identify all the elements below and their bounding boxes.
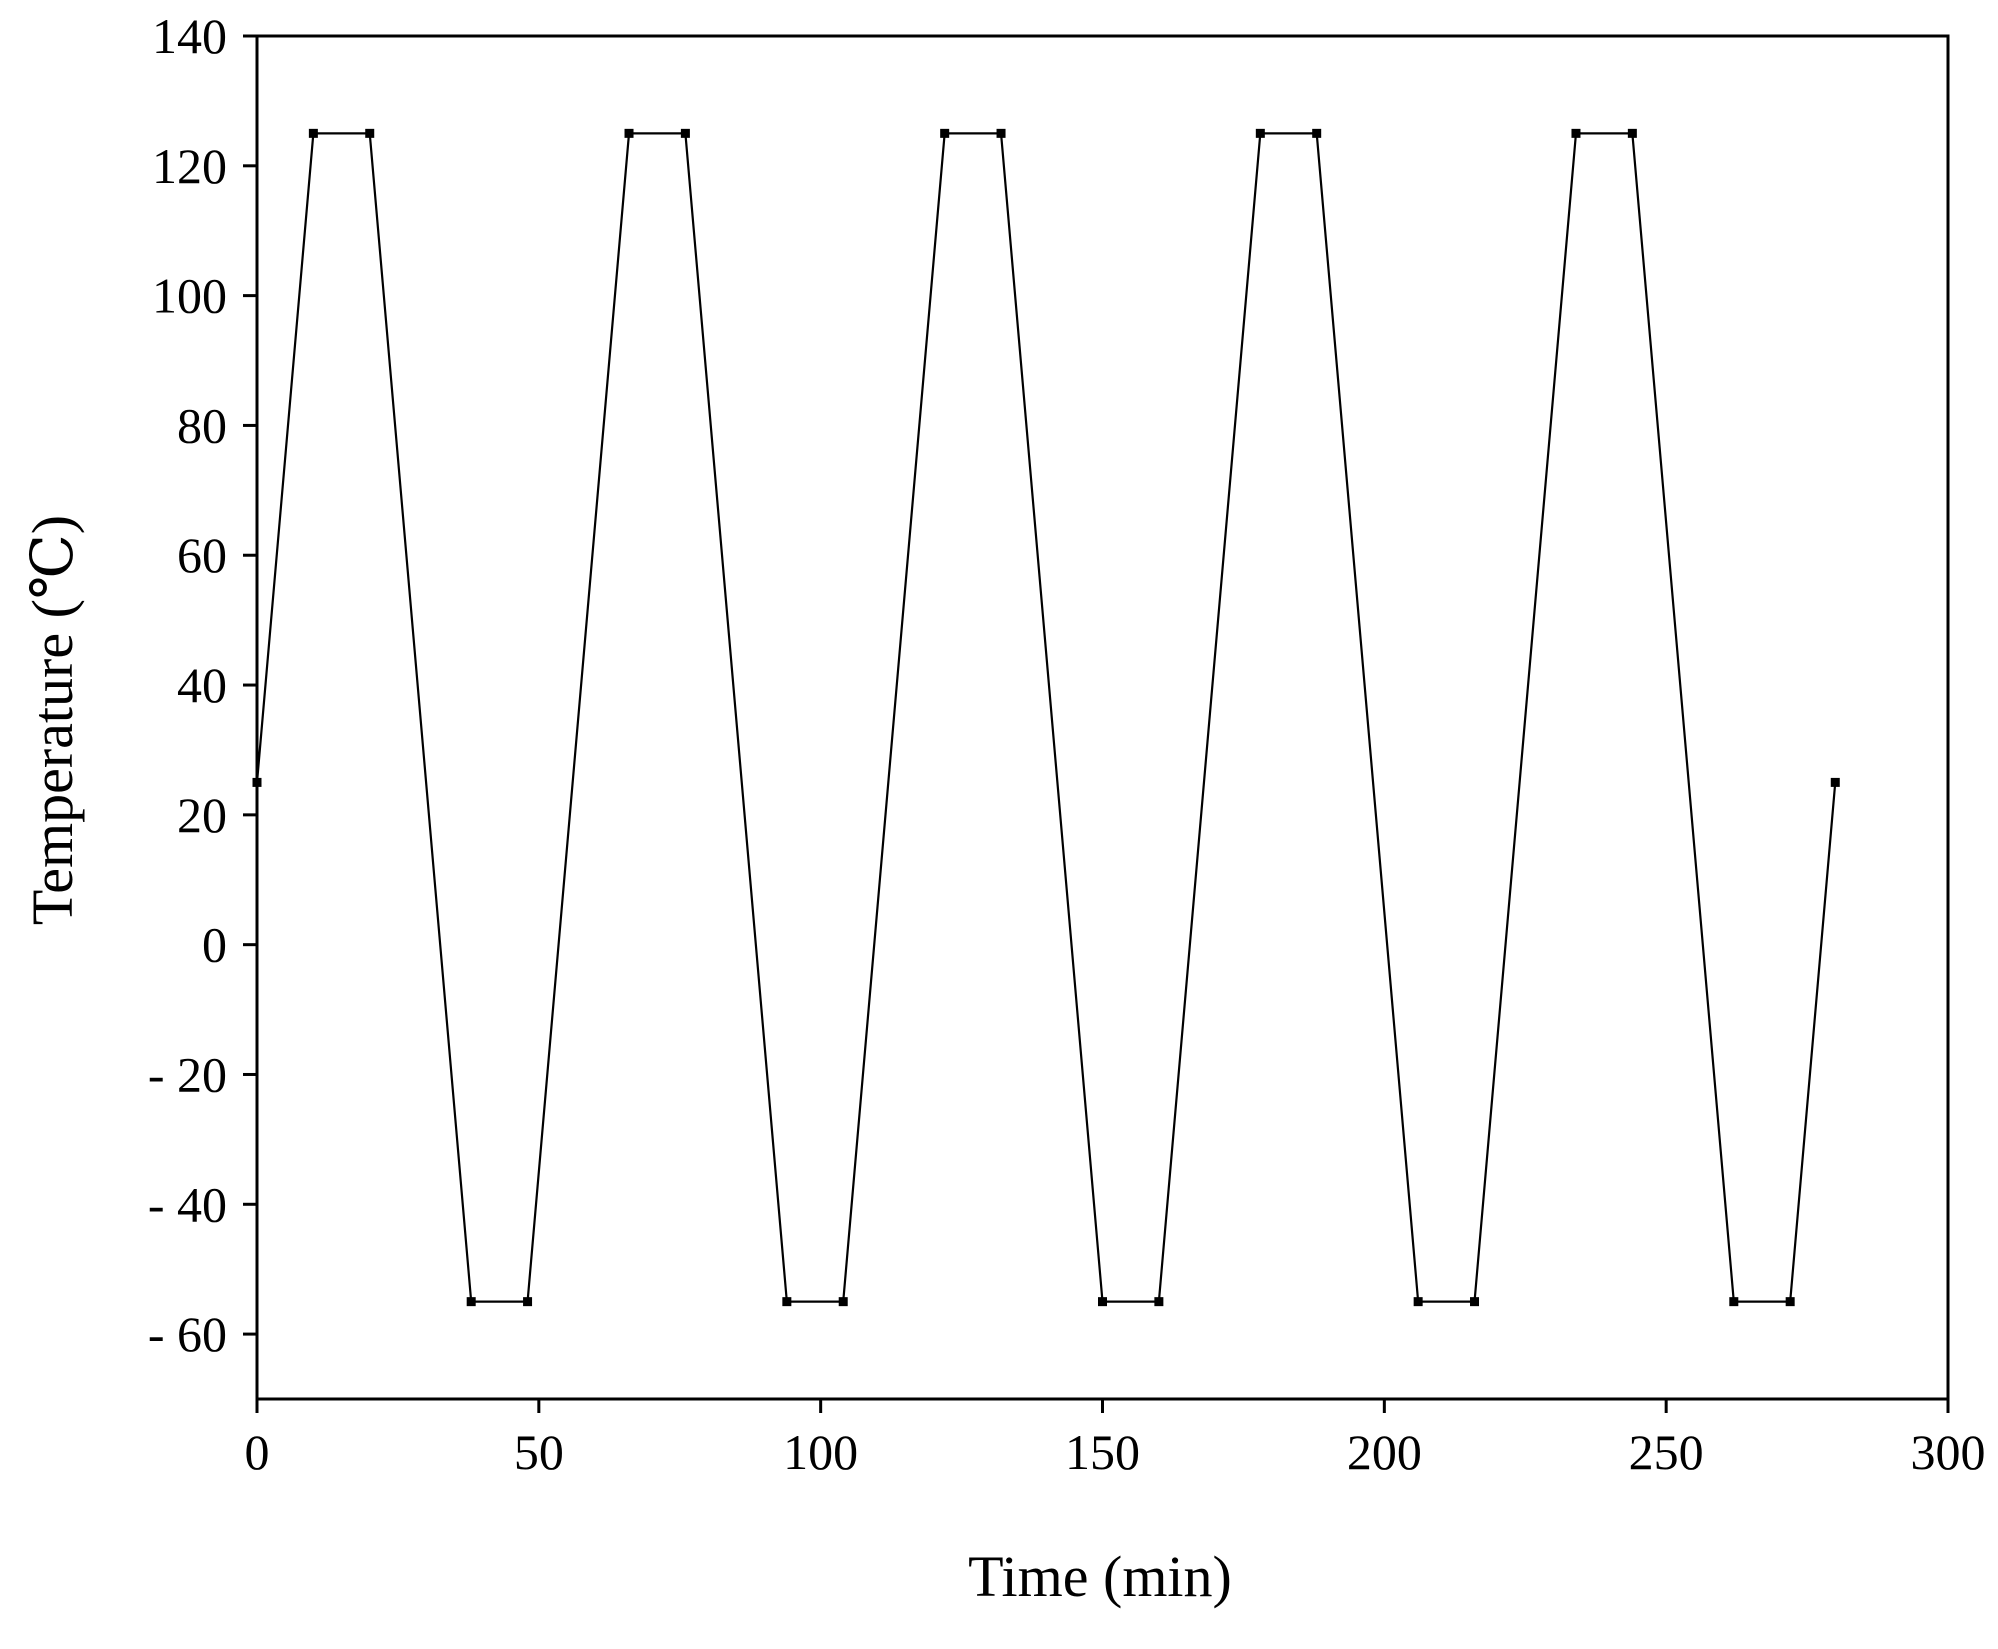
x-tick-label: 250: [1629, 1424, 1704, 1480]
data-point: [1154, 1297, 1164, 1307]
y-tick-label: - 60: [148, 1306, 227, 1362]
data-point: [1255, 128, 1265, 138]
data-point: [1571, 128, 1581, 138]
data-point: [782, 1297, 792, 1307]
x-tick-label: 0: [245, 1424, 270, 1480]
data-point: [1413, 1297, 1423, 1307]
plot-frame: [255, 34, 1950, 1401]
data-point: [466, 1297, 476, 1307]
y-tick-label: 0: [202, 917, 227, 973]
x-axis: 0 50 100 150 200 250 300: [245, 1399, 1986, 1480]
data-point: [940, 128, 950, 138]
data-point: [1312, 128, 1322, 138]
y-tick-label: 40: [177, 657, 227, 713]
x-axis-label: Time (min): [968, 1544, 1232, 1609]
data-point: [365, 128, 375, 138]
x-tick-label: 150: [1065, 1424, 1140, 1480]
data-point: [308, 128, 318, 138]
y-tick-label: - 20: [148, 1046, 227, 1102]
y-axis: - 60 - 40 - 20 0 20 40 60 80 100 120 140: [148, 8, 257, 1362]
data-point: [1098, 1297, 1107, 1307]
y-tick-label: 80: [177, 397, 227, 453]
data-point: [838, 1297, 848, 1307]
x-tick-label: 300: [1911, 1424, 1986, 1480]
plot-area: [255, 34, 1950, 1401]
series-layer: [252, 128, 1840, 1307]
data-point: [996, 128, 1006, 138]
data-point: [1830, 777, 1840, 787]
data-point: [1470, 1297, 1480, 1307]
data-point: [624, 128, 634, 138]
y-tick-label: 100: [152, 268, 227, 324]
data-point: [1785, 1297, 1795, 1307]
data-point: [1627, 128, 1637, 138]
data-point: [523, 1297, 533, 1307]
x-tick-label: 200: [1347, 1424, 1422, 1480]
data-point: [680, 128, 690, 138]
data-point: [1729, 1297, 1739, 1307]
y-tick-label: 60: [177, 527, 227, 583]
x-tick-label: 50: [514, 1424, 564, 1480]
y-tick-label: - 40: [148, 1176, 227, 1232]
series-line: [255, 132, 1837, 1303]
y-tick-label: 120: [152, 138, 227, 194]
x-tick-label: 100: [783, 1424, 858, 1480]
y-tick-label: 140: [152, 8, 227, 64]
y-tick-label: 20: [177, 787, 227, 843]
y-axis-label: Temperature (℃): [20, 515, 85, 925]
data-point: [252, 777, 262, 787]
